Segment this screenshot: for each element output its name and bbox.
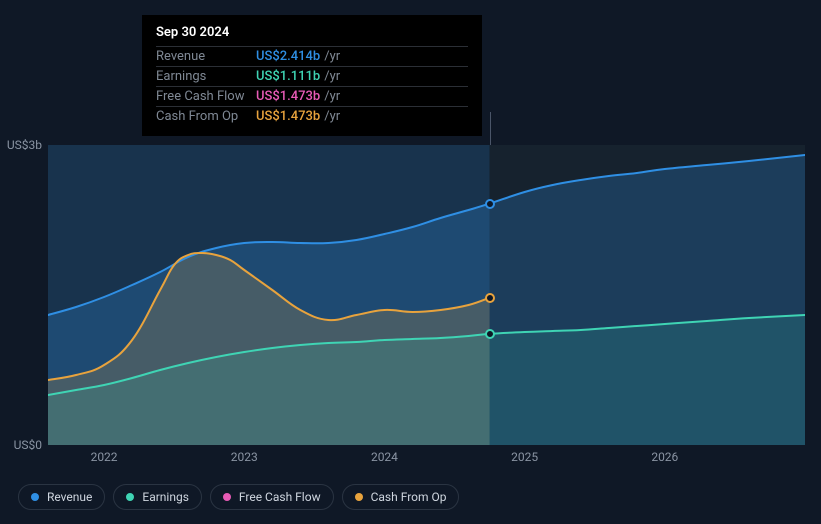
legend: Revenue Earnings Free Cash Flow Cash From O… [18,484,459,510]
legend-label: Earnings [142,490,189,504]
tooltip-row: EarningsUS$1.111b/yr [156,66,468,86]
legend-dot [355,493,363,501]
chart-svg [48,145,805,445]
legend-dot [126,493,134,501]
legend-item-free_cash_flow[interactable]: Free Cash Flow [210,484,334,510]
tooltip-row-label: Free Cash Flow [156,89,256,104]
legend-item-earnings[interactable]: Earnings [113,484,202,510]
legend-dot [223,493,231,501]
tooltip-row: Cash From OpUS$1.473b/yr [156,106,468,126]
tooltip-row-value: US$2.414b [256,49,320,64]
tooltip-date: Sep 30 2024 [156,25,468,46]
tooltip-row-value: US$1.473b [256,109,320,124]
tooltip-row-label: Revenue [156,49,256,64]
y-axis-tick-bottom: US$0 [14,438,42,452]
tooltip-row: Free Cash FlowUS$1.473b/yr [156,86,468,106]
x-axis-tick: 2023 [231,450,258,464]
tooltip-row-unit: /yr [324,49,340,64]
marker-revenue [485,199,495,209]
y-axis-tick-top: US$3b [7,138,42,152]
x-axis-labels: 2022 2023 2024 2025 2026 [48,450,805,470]
chart-container: Sep 30 2024 RevenueUS$2.414b/yrEarningsU… [0,0,821,524]
tooltip-row-unit: /yr [324,109,340,124]
legend-label: Revenue [47,490,92,504]
tooltip-row-label: Cash From Op [156,109,256,124]
legend-item-revenue[interactable]: Revenue [18,484,105,510]
tooltip-row: RevenueUS$2.414b/yr [156,46,468,66]
x-axis-tick: 2022 [91,450,118,464]
tooltip-row-unit: /yr [324,89,340,104]
x-axis-tick: 2025 [511,450,538,464]
chart-plot-area[interactable]: US$3b US$0 [48,145,805,445]
tooltip-row-unit: /yr [324,69,340,84]
x-axis-tick: 2024 [371,450,398,464]
marker-earnings [485,329,495,339]
legend-dot [31,493,39,501]
tooltip: Sep 30 2024 RevenueUS$2.414b/yrEarningsU… [142,15,482,136]
x-axis-tick: 2026 [651,450,678,464]
tooltip-row-label: Earnings [156,69,256,84]
tooltip-row-value: US$1.111b [256,69,320,84]
legend-item-cash_from_op[interactable]: Cash From Op [342,484,460,510]
tooltip-row-value: US$1.473b [256,89,320,104]
marker-cash_from_op [485,293,495,303]
legend-label: Cash From Op [371,490,447,504]
legend-label: Free Cash Flow [239,490,321,504]
